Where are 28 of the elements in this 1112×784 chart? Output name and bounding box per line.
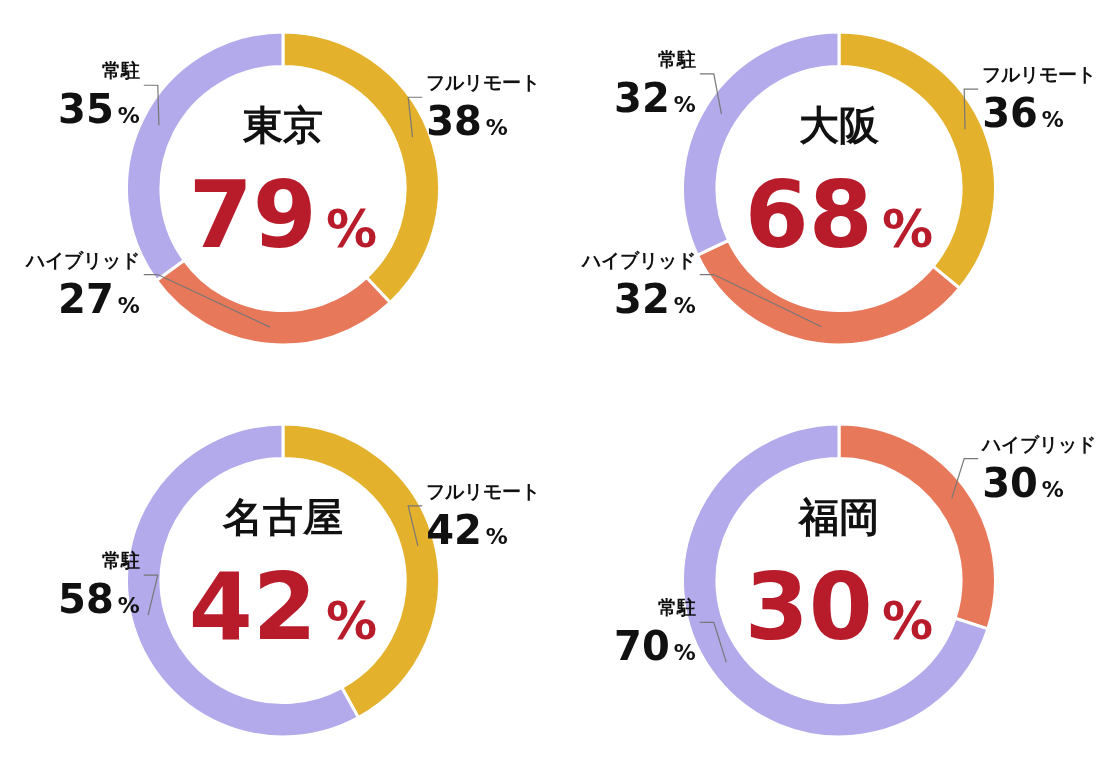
text: 30% xyxy=(744,553,934,661)
data-label: 35% xyxy=(58,86,140,133)
data-label: 38% xyxy=(426,98,508,145)
data-label: 36% xyxy=(982,90,1064,137)
text: 大阪 xyxy=(799,101,880,148)
data-label: 42% xyxy=(426,506,508,553)
slice-label: 常駐 xyxy=(101,59,140,82)
slice-label: フルリモート xyxy=(982,63,1097,86)
data-label: 27% xyxy=(58,275,140,322)
slice-label: ハイブリッド xyxy=(579,248,696,271)
data-label: 32% xyxy=(614,74,696,121)
slice-label: 常駐 xyxy=(657,47,696,70)
text: 福岡 xyxy=(797,493,879,540)
slice-label: 常駐 xyxy=(657,596,696,619)
text: 79% xyxy=(188,161,378,269)
slice-label: ハイブリッド xyxy=(980,432,1097,455)
data-label: 32% xyxy=(614,275,696,322)
text: 名古屋 xyxy=(222,493,343,540)
text: 東京 xyxy=(242,101,323,148)
data-label: 30% xyxy=(982,459,1064,506)
text: 68% xyxy=(744,161,934,269)
slice-label: フルリモート xyxy=(426,479,541,502)
slice-label: 常駐 xyxy=(101,549,140,572)
slice-label: ハイブリッド xyxy=(23,248,140,271)
data-label: 58% xyxy=(58,576,140,623)
data-label: 70% xyxy=(614,623,696,670)
text: 42% xyxy=(188,553,378,661)
slice-label: フルリモート xyxy=(426,71,541,94)
